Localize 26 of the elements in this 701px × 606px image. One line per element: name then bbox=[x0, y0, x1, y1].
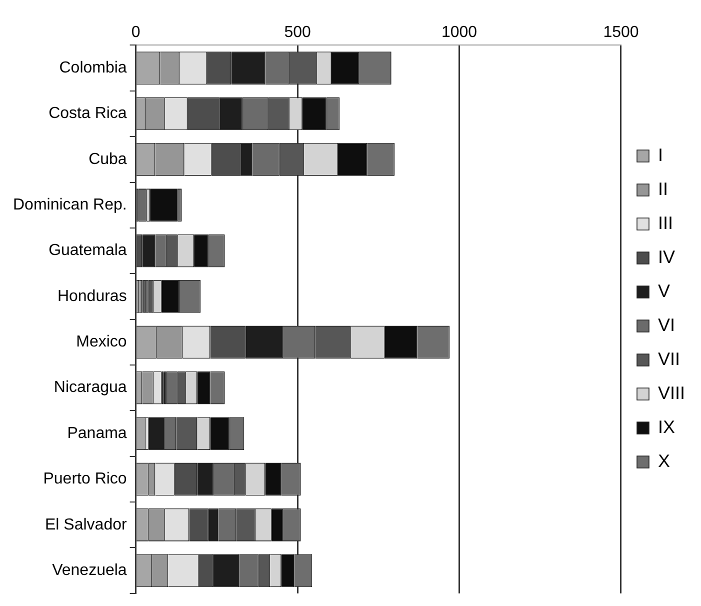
y-tick-label: Dominican Rep. bbox=[13, 196, 127, 214]
y-tick-label: Mexico bbox=[76, 334, 127, 351]
legend-label: VII bbox=[658, 348, 680, 369]
x-tick-label: 0 bbox=[131, 24, 140, 42]
legend-label: X bbox=[658, 450, 670, 471]
legend-label: VI bbox=[658, 314, 676, 335]
legend-label: V bbox=[658, 280, 670, 301]
y-tick-label: Puerto Rico bbox=[43, 470, 127, 488]
legend-label: III bbox=[658, 212, 674, 233]
y-tick-label: El Salvador bbox=[45, 516, 128, 534]
legend-label: II bbox=[658, 178, 668, 199]
y-tick-label: Colombia bbox=[59, 59, 127, 76]
legend-label: IV bbox=[658, 246, 676, 267]
x-tick-label: 1000 bbox=[441, 24, 478, 42]
legend-label: IX bbox=[658, 416, 676, 437]
y-tick-label: Panama bbox=[67, 424, 127, 442]
legend-label: I bbox=[658, 144, 664, 165]
y-tick-label: Cuba bbox=[88, 150, 127, 168]
y-tick-label: Nicaragua bbox=[54, 379, 127, 396]
x-tick-label: 500 bbox=[284, 24, 311, 42]
y-tick-label: Guatemala bbox=[48, 242, 127, 260]
y-tick-label: Costa Rica bbox=[48, 105, 127, 122]
x-tick-label: 1500 bbox=[603, 24, 639, 42]
y-tick-label: Honduras bbox=[57, 288, 127, 305]
y-tick-label: Venezuela bbox=[52, 562, 127, 579]
legend-label: VIII bbox=[658, 382, 686, 403]
